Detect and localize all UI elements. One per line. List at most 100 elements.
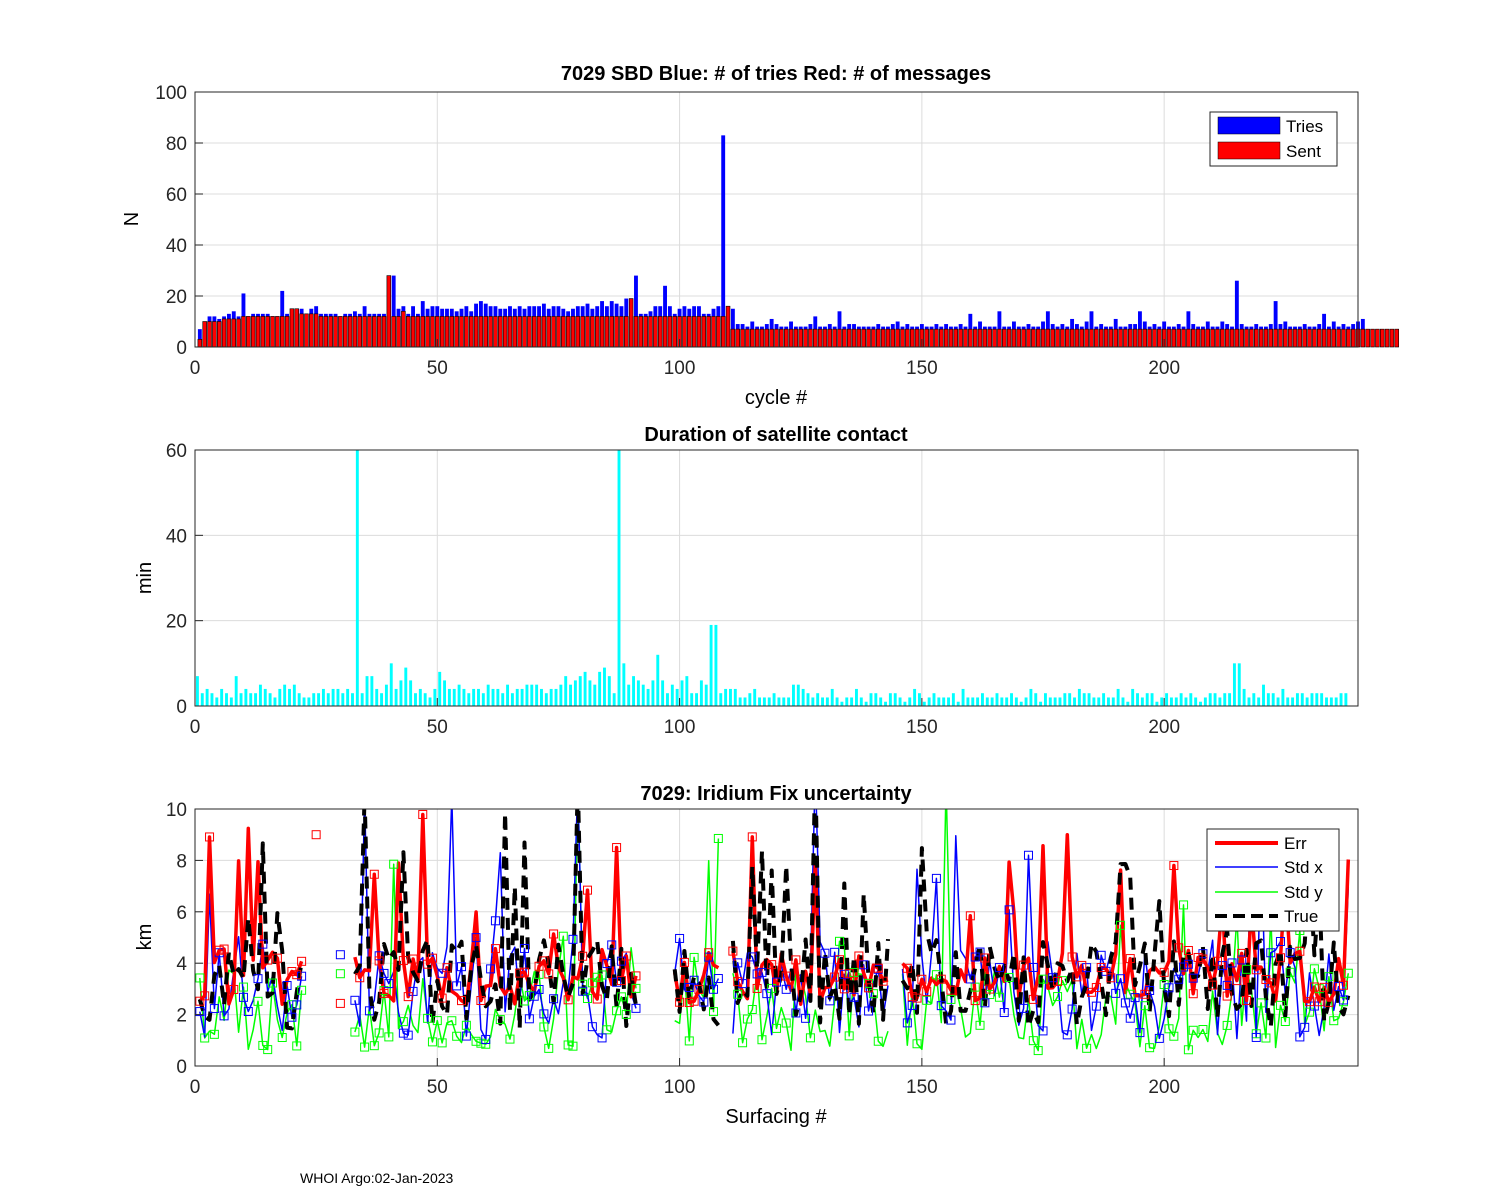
stdy-marker (1028, 1036, 1038, 1046)
sent-bar (687, 316, 692, 348)
sent-bar (1389, 328, 1395, 348)
duration-bar (1228, 693, 1232, 706)
duration-bar (762, 697, 766, 706)
sent-bar (439, 316, 445, 348)
sent-bar (1341, 328, 1346, 348)
duration-bar (622, 663, 626, 706)
stdy-marker (1305, 1007, 1315, 1017)
stdx-marker (486, 964, 496, 974)
stdy-marker (1125, 989, 1135, 999)
duration-bar (879, 697, 883, 706)
duration-bar (234, 676, 238, 706)
duration-bar (1286, 697, 1290, 706)
sent-bar (1132, 328, 1138, 348)
duration-bar (394, 688, 398, 706)
err-marker (704, 948, 714, 958)
duration-bar (1116, 688, 1120, 706)
sent-bar (1370, 328, 1375, 348)
stdx-marker (762, 989, 772, 999)
err-marker (679, 957, 689, 967)
sent-bar (769, 328, 774, 348)
sent-bar (1181, 328, 1186, 348)
err-marker (694, 984, 704, 994)
stdx-marker (587, 1022, 597, 1032)
sent-bar (992, 328, 997, 348)
duration-bar (1058, 697, 1062, 706)
duration-bar (573, 680, 577, 706)
sent-bar (846, 328, 852, 348)
duration-bar (1334, 697, 1338, 706)
stdx-marker (209, 1004, 219, 1014)
stdy-marker (1082, 1043, 1092, 1053)
sent-bar (454, 316, 459, 348)
stdx-marker (757, 967, 767, 977)
sent-bar (987, 328, 992, 348)
sent-bar (1074, 328, 1080, 348)
duration-bar (1203, 697, 1207, 706)
sent-bar (1287, 328, 1293, 348)
stdy-marker (432, 1016, 442, 1026)
sent-bar (725, 305, 731, 348)
sent-bar (876, 328, 881, 348)
stdx-marker (1227, 958, 1237, 968)
stdx-marker (374, 951, 384, 961)
duration-bar (525, 684, 529, 706)
sent-bar (1292, 328, 1298, 348)
sent-bar (323, 316, 329, 348)
stdy-marker (268, 978, 278, 988)
err-marker (1222, 991, 1232, 1001)
sent-bar (1123, 328, 1128, 348)
duration-bar (825, 697, 829, 706)
stdx-marker (602, 959, 612, 969)
sent-bar (972, 328, 978, 348)
err-marker (1096, 963, 1106, 973)
err-marker (839, 984, 849, 994)
stdy-marker (684, 1036, 694, 1046)
sent-bar (1035, 328, 1041, 348)
stdy-marker (612, 1006, 622, 1016)
stdx-marker (1019, 1003, 1029, 1013)
stdy-marker (713, 833, 723, 843)
stdy-marker (292, 1041, 302, 1051)
sent-bar (740, 328, 745, 348)
stdx-marker (631, 1003, 641, 1013)
duration-bar (438, 671, 442, 706)
err-marker (219, 944, 229, 954)
duration-bar (724, 688, 728, 706)
sent-bar (817, 328, 823, 348)
duration-bar (598, 671, 602, 706)
sent-bar (342, 316, 348, 348)
sent-bar (657, 316, 663, 348)
sent-bar (1142, 328, 1148, 348)
stdx-marker (398, 1028, 408, 1038)
stdx-marker (578, 986, 588, 996)
stdx-marker (980, 998, 990, 1008)
sent-bar (493, 316, 498, 348)
sent-bar (294, 308, 300, 348)
stdx-marker (612, 977, 622, 987)
stdy-marker (369, 1041, 379, 1051)
duration-bar (927, 697, 931, 706)
stdx-marker (524, 1014, 534, 1024)
err-marker (578, 951, 588, 961)
sent-bar (982, 328, 988, 348)
stdy-marker (587, 978, 597, 988)
err-marker (728, 946, 738, 956)
stdy-marker (374, 1028, 384, 1038)
sent-bar (1011, 328, 1017, 348)
err-marker (1338, 980, 1348, 990)
sent-bar (565, 316, 571, 348)
err-marker (1053, 976, 1063, 986)
sent-bar (1103, 328, 1109, 348)
stdx-marker (1179, 962, 1189, 972)
duration-bar (210, 693, 214, 706)
sent-bar (1283, 328, 1288, 348)
sent-bar (900, 328, 905, 348)
x-tick-label: 200 (1148, 717, 1180, 738)
sent-bar (352, 316, 358, 348)
stdy-marker (738, 1038, 748, 1048)
sent-bar (706, 316, 711, 348)
duration-bar (845, 697, 849, 706)
sent-bar (851, 328, 857, 348)
err-marker (205, 832, 215, 842)
